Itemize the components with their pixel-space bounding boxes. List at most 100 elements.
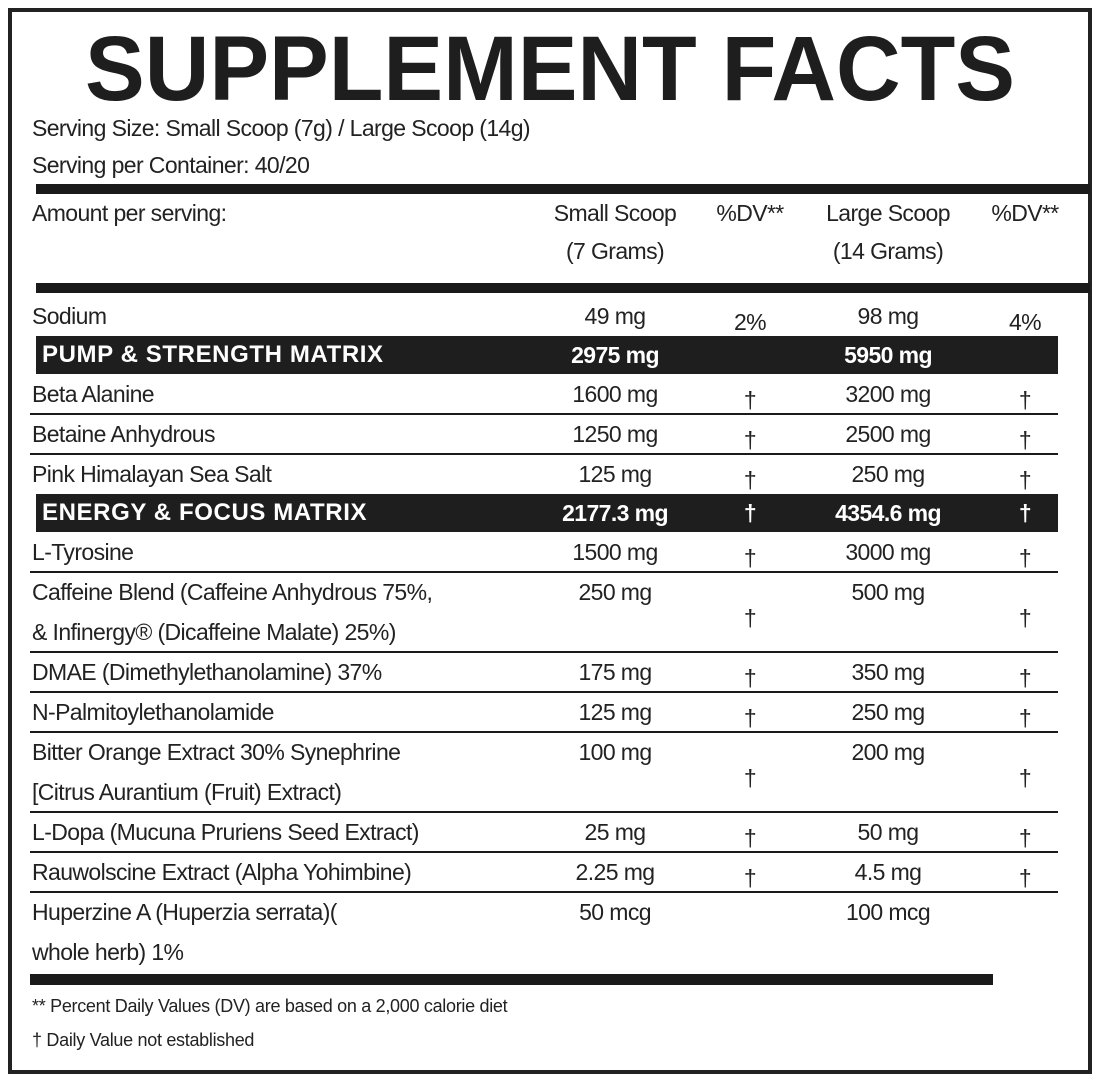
daily-value: †: [1018, 825, 1032, 851]
amount: 1250 mg: [572, 421, 658, 447]
nutrient-name: Rauwolscine Extract (Alpha Yohimbine): [32, 859, 412, 885]
daily-value: †: [743, 387, 757, 413]
section-name: PUMP & STRENGTH MATRIX: [42, 341, 384, 368]
amount: 2975 mg: [571, 342, 659, 368]
nutrient-name: Huperzine A (Huperzia serrata)(: [32, 899, 337, 925]
nutrient-row: Bitter Orange Extract 30% Synephrine [Cit…: [30, 732, 1088, 812]
nutrient-row: Huperzine A (Huperzia serrata)(whole her…: [30, 892, 1088, 972]
nutrient-name: Bitter Orange Extract 30% Synephrine: [32, 739, 401, 765]
thick-rule: [30, 974, 993, 985]
amount: 3000 mg: [845, 539, 931, 565]
amount: 350 mg: [851, 659, 925, 685]
amount: 175 mg: [578, 659, 652, 685]
daily-value: †: [1018, 665, 1032, 691]
amount: 4354.6 mg: [835, 500, 941, 526]
daily-value: †: [1018, 500, 1032, 526]
nutrient-row: L-Tyrosine 1500 mg † 3000 mg †: [30, 532, 1088, 572]
nutrient-row: Betaine Anhydrous 1250 mg † 2500 mg †: [30, 414, 1088, 454]
column-header: (7 Grams): [565, 238, 665, 264]
daily-value: †: [743, 500, 757, 526]
row-separator: [30, 891, 1058, 893]
amount: 98 mg: [857, 303, 920, 329]
amount: 1500 mg: [572, 539, 658, 565]
row-separator: [30, 731, 1058, 733]
amount: 2177.3 mg: [562, 500, 668, 526]
thick-rule: [36, 184, 1090, 194]
daily-value: †: [743, 865, 757, 891]
nutrient-name: [Citrus Aurantium (Fruit) Extract): [32, 779, 342, 805]
amount: 1600 mg: [572, 381, 658, 407]
column-header: %DV**: [716, 200, 784, 226]
daily-value: †: [1018, 765, 1032, 791]
amount: 100 mg: [578, 739, 652, 765]
daily-value: †: [1018, 545, 1032, 571]
nutrient-row: Sodium 49 mg 2% 98 mg 4%: [30, 296, 1088, 336]
amount: 125 mg: [578, 699, 652, 725]
nutrient-name: DMAE (Dimethylethanolamine) 37%: [32, 659, 382, 685]
nutrient-row: Caffeine Blend (Caffeine Anhydrous 75%, &…: [30, 572, 1088, 652]
amount: 50 mg: [857, 819, 920, 845]
daily-value: †: [743, 545, 757, 571]
amount: 2.25 mg: [575, 859, 656, 885]
daily-value: 4%: [1008, 309, 1042, 335]
amount: 250 mg: [578, 579, 652, 605]
column-header: (14 Grams): [832, 238, 944, 264]
row-separator: [30, 851, 1058, 853]
column-header: Amount per serving:: [32, 200, 227, 226]
amount: 200 mg: [851, 739, 925, 765]
column-header: %DV**: [991, 200, 1059, 226]
nutrient-row: Beta Alanine 1600 mg † 3200 mg †: [30, 374, 1088, 414]
nutrient-row: N-Palmitoylethanolamide 125 mg † 250 mg †: [30, 692, 1088, 732]
row-separator: [30, 453, 1058, 455]
table-header: Amount per serving: Small Scoop (7 Grams) L…: [30, 195, 1088, 281]
row-separator: [30, 413, 1058, 415]
title: SUPPLEMENT FACTS: [85, 18, 1015, 114]
row-separator: [30, 651, 1058, 653]
daily-value: †: [743, 825, 757, 851]
row-separator: [30, 571, 1058, 573]
amount: 100 mcg: [845, 899, 931, 925]
nutrient-row: L-Dopa (Mucuna Pruriens Seed Extract) 25 …: [30, 812, 1088, 852]
nutrient-name: Beta Alanine: [32, 381, 155, 407]
nutrient-row: DMAE (Dimethylethanolamine) 37% 175 mg † 35…: [30, 652, 1088, 692]
column-header: Small Scoop: [553, 200, 677, 226]
thick-rule: [36, 283, 1090, 293]
column-header: Large Scoop: [826, 200, 950, 226]
daily-value: 2%: [733, 309, 767, 335]
nutrient-name: L-Dopa (Mucuna Pruriens Seed Extract): [32, 819, 419, 845]
nutrient-name: L-Tyrosine: [32, 539, 134, 565]
daily-value: †: [743, 427, 757, 453]
serving-size: Serving Size: Small Scoop (7g) / Large S…: [32, 115, 531, 141]
amount: 500 mg: [851, 579, 925, 605]
amount: 2500 mg: [845, 421, 931, 447]
daily-value: †: [1018, 467, 1032, 493]
label-border: [8, 8, 1092, 1074]
amount: 250 mg: [851, 461, 925, 487]
section-header: PUMP & STRENGTH MATRIX 2975 mg 5950 mg: [36, 336, 1058, 374]
daily-value: †: [743, 467, 757, 493]
nutrient-name: Pink Himalayan Sea Salt: [32, 461, 272, 487]
daily-value: †: [1018, 865, 1032, 891]
amount: 125 mg: [578, 461, 652, 487]
section-name: ENERGY & FOCUS MATRIX: [42, 499, 368, 526]
daily-value: †: [743, 765, 757, 791]
daily-value: †: [1018, 605, 1032, 631]
amount: 25 mg: [584, 819, 647, 845]
title-svg: SUPPLEMENT FACTS: [85, 18, 1015, 114]
daily-value: †: [743, 665, 757, 691]
nutrient-name: Betaine Anhydrous: [32, 421, 215, 447]
nutrient-name: & Infinergy® (Dicaffeine Malate) 25%): [32, 619, 396, 645]
amount: 250 mg: [851, 699, 925, 725]
nutrient-row: Pink Himalayan Sea Salt 125 mg † 250 mg †: [30, 454, 1088, 494]
nutrient-name: Sodium: [32, 303, 107, 329]
amount: 3200 mg: [845, 381, 931, 407]
daily-value: †: [1018, 427, 1032, 453]
amount: 5950 mg: [844, 342, 932, 368]
row-separator: [30, 811, 1058, 813]
servings-per-container: Serving per Container: 40/20: [32, 152, 310, 178]
daily-value: †: [743, 705, 757, 731]
daily-value: †: [743, 605, 757, 631]
section-header: ENERGY & FOCUS MATRIX 2177.3 mg † 4354.6 mg…: [36, 494, 1058, 532]
nutrient-name: N-Palmitoylethanolamide: [32, 699, 274, 725]
